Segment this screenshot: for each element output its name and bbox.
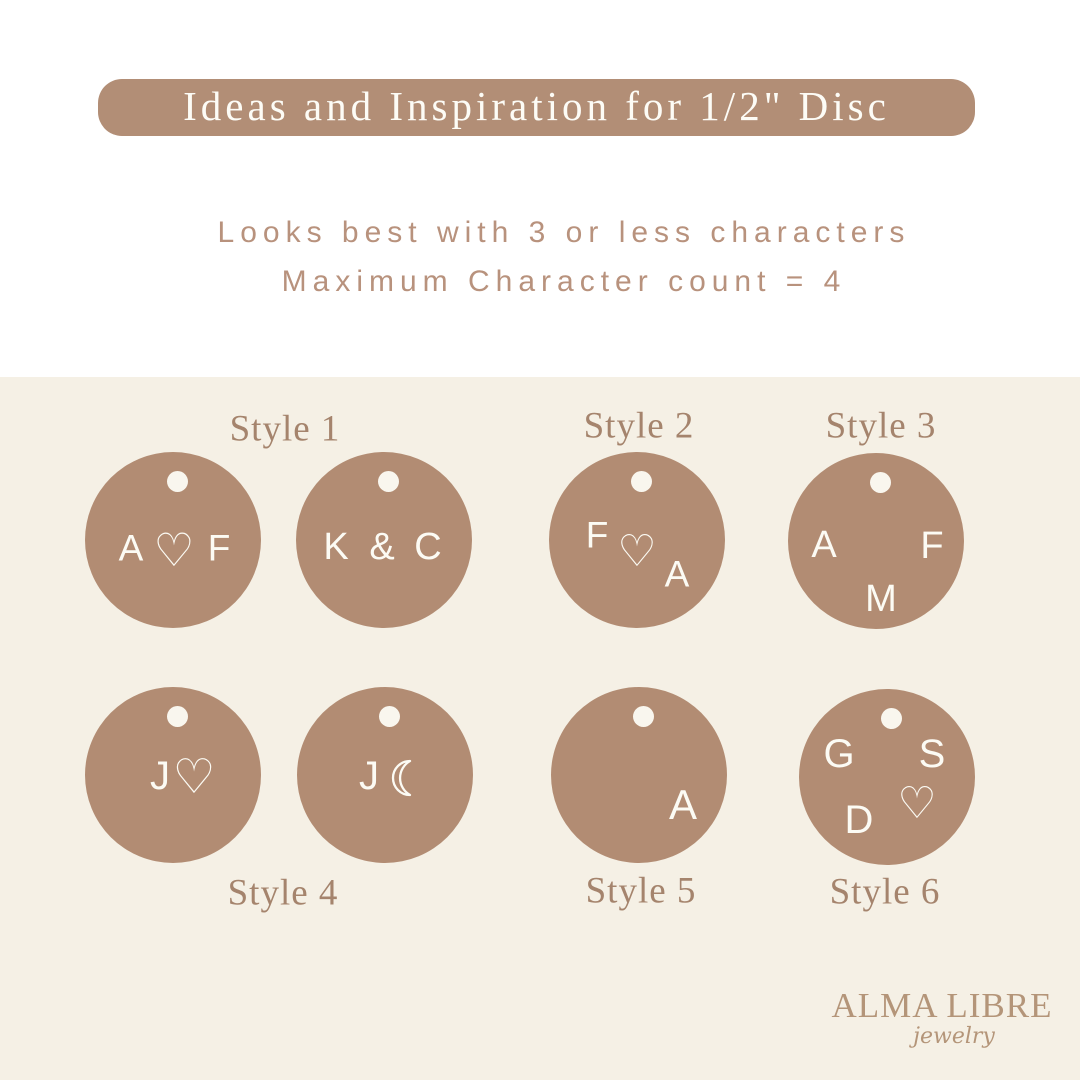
engraved-letter: A [668,781,698,828]
crescent-moon-icon [385,757,421,799]
disc-hole [633,706,654,727]
disc-hole [881,708,902,729]
disc-hole [870,472,891,493]
engraved-letter: J [359,754,379,798]
engraved-letter: A [118,527,144,569]
disc-hole [631,471,652,492]
heart-icon: ♡ [153,523,195,577]
engraved-letter: C [414,526,442,568]
engraved-letter: G [823,732,855,776]
engraved-letter: A [811,524,837,566]
engraved-letter: D [844,798,874,842]
engraved-letter: A [664,553,690,595]
engraved-letter: F [207,527,231,569]
subtitle-line-2: Maximum Character count = 4 [281,265,847,298]
style-1-disc-2: K & C [296,452,472,628]
brand-tagline: jewelry [913,1024,995,1049]
engraved-letter: K [323,526,349,568]
engraved-letter: & [369,526,395,568]
heart-icon: ♡ [617,526,657,577]
style-label-1: Style 1 [229,408,341,450]
disc-hole [167,706,188,727]
subtitle-block: Looks best with 3 or less characters Max… [24,208,1080,306]
style-4-disc-1: J ♡ [85,687,261,863]
style-5-disc: A [551,687,727,863]
page-title: Ideas and Inspiration for 1/2" Disc [183,83,890,129]
engraved-letter: M [865,578,897,620]
brand-logo: ALMA LIBRE jewelry [822,986,1062,1049]
style-label-4: Style 4 [227,872,339,914]
style-1-disc-1: A ♡ F [85,452,261,628]
style-label-6: Style 6 [829,871,941,913]
style-6-disc: G S D ♡ [799,689,975,865]
title-banner: Ideas and Inspiration for 1/2" Disc [98,79,975,136]
style-label-5: Style 5 [585,870,697,912]
subtitle-line-1: Looks best with 3 or less characters [217,216,911,249]
brand-name: ALMA LIBRE [831,986,1053,1025]
style-label-2: Style 2 [583,405,695,447]
style-2-disc: F ♡ A [549,452,725,628]
disc-hole [167,471,188,492]
engraved-letter: F [920,525,944,567]
heart-icon: ♡ [172,749,216,805]
engraved-letter: J [150,754,170,798]
style-4-disc-2: J [297,687,473,863]
disc-hole [378,471,399,492]
heart-icon: ♡ [897,778,937,829]
engraved-letter: S [918,732,946,776]
style-label-3: Style 3 [825,405,937,447]
engraved-letter: F [585,514,609,556]
disc-hole [379,706,400,727]
